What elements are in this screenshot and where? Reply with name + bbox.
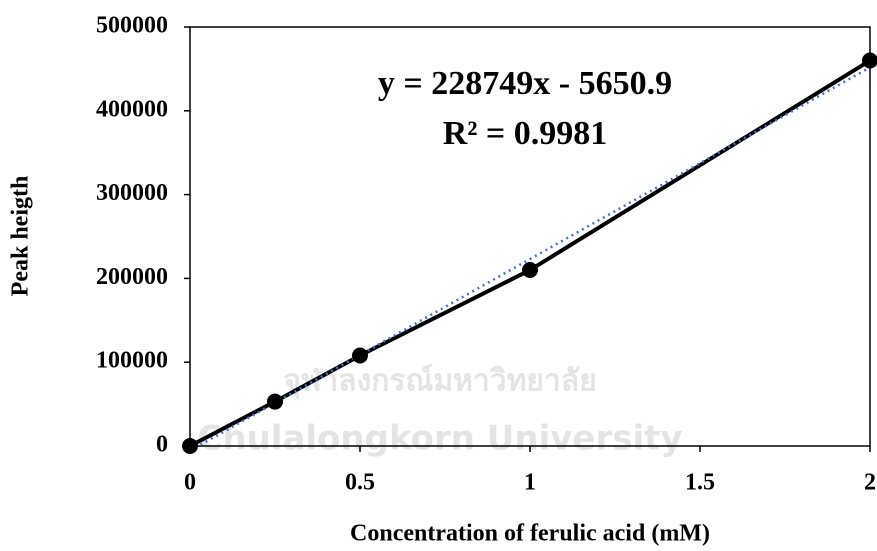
data-point	[522, 262, 538, 279]
y-tick-label: 500000	[96, 13, 168, 39]
y-tick-label: 400000	[96, 96, 168, 122]
y-tick-label: 100000	[96, 348, 168, 374]
y-tick-label: 300000	[96, 180, 168, 206]
data-point	[352, 347, 368, 364]
y-axis-title: Peak heigth	[8, 176, 34, 297]
trend-equation: y = 228749x - 5650.9	[378, 65, 672, 102]
data-point	[862, 52, 877, 69]
x-tick-label: 1.5	[685, 470, 715, 496]
x-tick-label: 0	[184, 470, 196, 496]
x-tick-label: 2	[864, 470, 876, 496]
trend-r2: R² = 0.9981	[443, 115, 608, 152]
data-point	[182, 438, 198, 454]
data-point	[267, 393, 283, 410]
x-tick-label: 1	[524, 470, 536, 496]
watermark: จุฬาลงกรณ์มหาวิทยาลัย	[283, 364, 596, 400]
y-tick-label: 200000	[96, 264, 168, 290]
x-axis-title: Concentration of ferulic acid (mM)	[350, 521, 710, 547]
trendline	[195, 66, 870, 446]
y-tick-label: 0	[156, 432, 168, 458]
watermark: Chulalongkorn University	[197, 419, 682, 459]
x-tick-label: 0.5	[345, 470, 375, 496]
